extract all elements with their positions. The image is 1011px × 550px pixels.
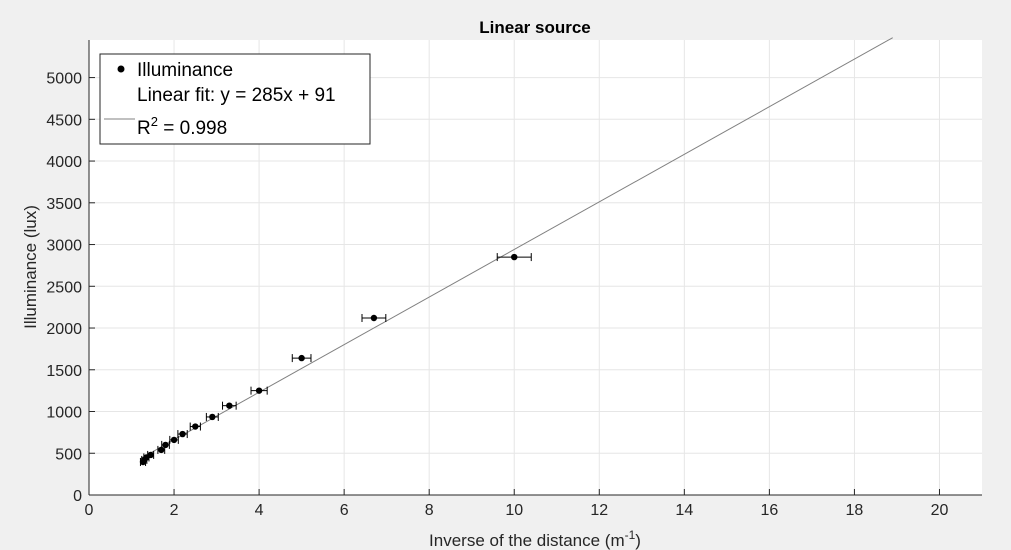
point-marker bbox=[147, 451, 154, 459]
y-tick-label: 5000 bbox=[46, 71, 82, 88]
point-marker bbox=[162, 441, 169, 449]
legend-label-illuminance: Illuminance bbox=[137, 60, 233, 81]
point-marker bbox=[511, 253, 518, 261]
point-marker bbox=[158, 446, 165, 454]
legend-label-fit: Linear fit: y = 285x + 91 bbox=[137, 85, 336, 106]
x-tick-labels: 0 2 4 6 8 10 12 14 16 18 20 bbox=[85, 502, 949, 519]
x-tick-label: 14 bbox=[675, 502, 693, 519]
y-tick-label: 3500 bbox=[46, 196, 82, 213]
y-tick-label: 1000 bbox=[46, 405, 82, 422]
point-marker bbox=[370, 314, 378, 322]
y-tick-label: 500 bbox=[55, 446, 82, 463]
data-point bbox=[177, 430, 188, 439]
point-marker bbox=[170, 436, 178, 444]
point-marker bbox=[192, 423, 199, 430]
x-tick-label: 4 bbox=[255, 502, 264, 519]
y-tick-label: 2000 bbox=[46, 321, 82, 338]
x-tick-label: 10 bbox=[505, 502, 523, 519]
data-point bbox=[161, 440, 170, 449]
data-point bbox=[205, 412, 219, 421]
x-axis-label-close: ) bbox=[635, 531, 641, 550]
x-tick-label: 2 bbox=[170, 502, 179, 519]
y-tick-label: 1500 bbox=[46, 363, 82, 380]
data-point bbox=[361, 314, 387, 323]
legend-r2-superscript: 2 bbox=[151, 114, 158, 129]
y-tick-label: 3000 bbox=[46, 238, 82, 255]
data-point bbox=[147, 450, 155, 459]
y-tick-label: 4000 bbox=[46, 154, 82, 171]
x-tick-label: 6 bbox=[340, 502, 349, 519]
point-marker bbox=[255, 387, 263, 394]
y-axis-label: Illuminance (lux) bbox=[21, 205, 40, 329]
point-marker bbox=[209, 413, 216, 421]
legend-r2-value: = 0.998 bbox=[158, 118, 227, 139]
legend-box bbox=[99, 53, 371, 145]
axes bbox=[88, 40, 982, 496]
y-tick-label: 2500 bbox=[46, 279, 82, 296]
data-point bbox=[291, 354, 312, 363]
legend-marker-illuminance bbox=[117, 65, 125, 73]
data-point bbox=[250, 386, 268, 395]
legend: Illuminance Linear fit: y = 285x + 91 R2… bbox=[99, 53, 371, 145]
x-tick-label: 8 bbox=[425, 502, 434, 519]
fit-line bbox=[139, 37, 893, 460]
x-tick-label: 16 bbox=[760, 502, 778, 519]
y-tick-labels: 0 500 1000 1500 2000 2500 3000 3500 4000 4500 5000 bbox=[46, 71, 82, 505]
legend-r2-prefix: R bbox=[137, 118, 151, 139]
data-point bbox=[189, 422, 201, 431]
x-tick-label: 0 bbox=[85, 502, 94, 519]
chart-title: Linear source bbox=[479, 18, 591, 37]
data-point bbox=[496, 253, 532, 262]
point-marker bbox=[298, 354, 305, 362]
x-tick-label: 18 bbox=[846, 502, 864, 519]
x-axis-label: Inverse of the distance (m-1) bbox=[429, 528, 641, 550]
x-axis-label-main: Inverse of the distance (m bbox=[429, 531, 625, 550]
point-marker bbox=[179, 430, 186, 438]
data-point bbox=[222, 401, 237, 410]
point-marker bbox=[226, 402, 233, 409]
y-tick-label: 4500 bbox=[46, 112, 82, 129]
x-tick-label: 12 bbox=[590, 502, 608, 519]
x-tick-label: 20 bbox=[931, 502, 949, 519]
data-points-group bbox=[139, 253, 532, 467]
x-axis-label-superscript: -1 bbox=[625, 528, 636, 542]
fit-line-group bbox=[139, 37, 893, 460]
legend-label-r2: R2 = 0.998 bbox=[137, 114, 227, 139]
y-tick-label: 0 bbox=[73, 488, 82, 505]
